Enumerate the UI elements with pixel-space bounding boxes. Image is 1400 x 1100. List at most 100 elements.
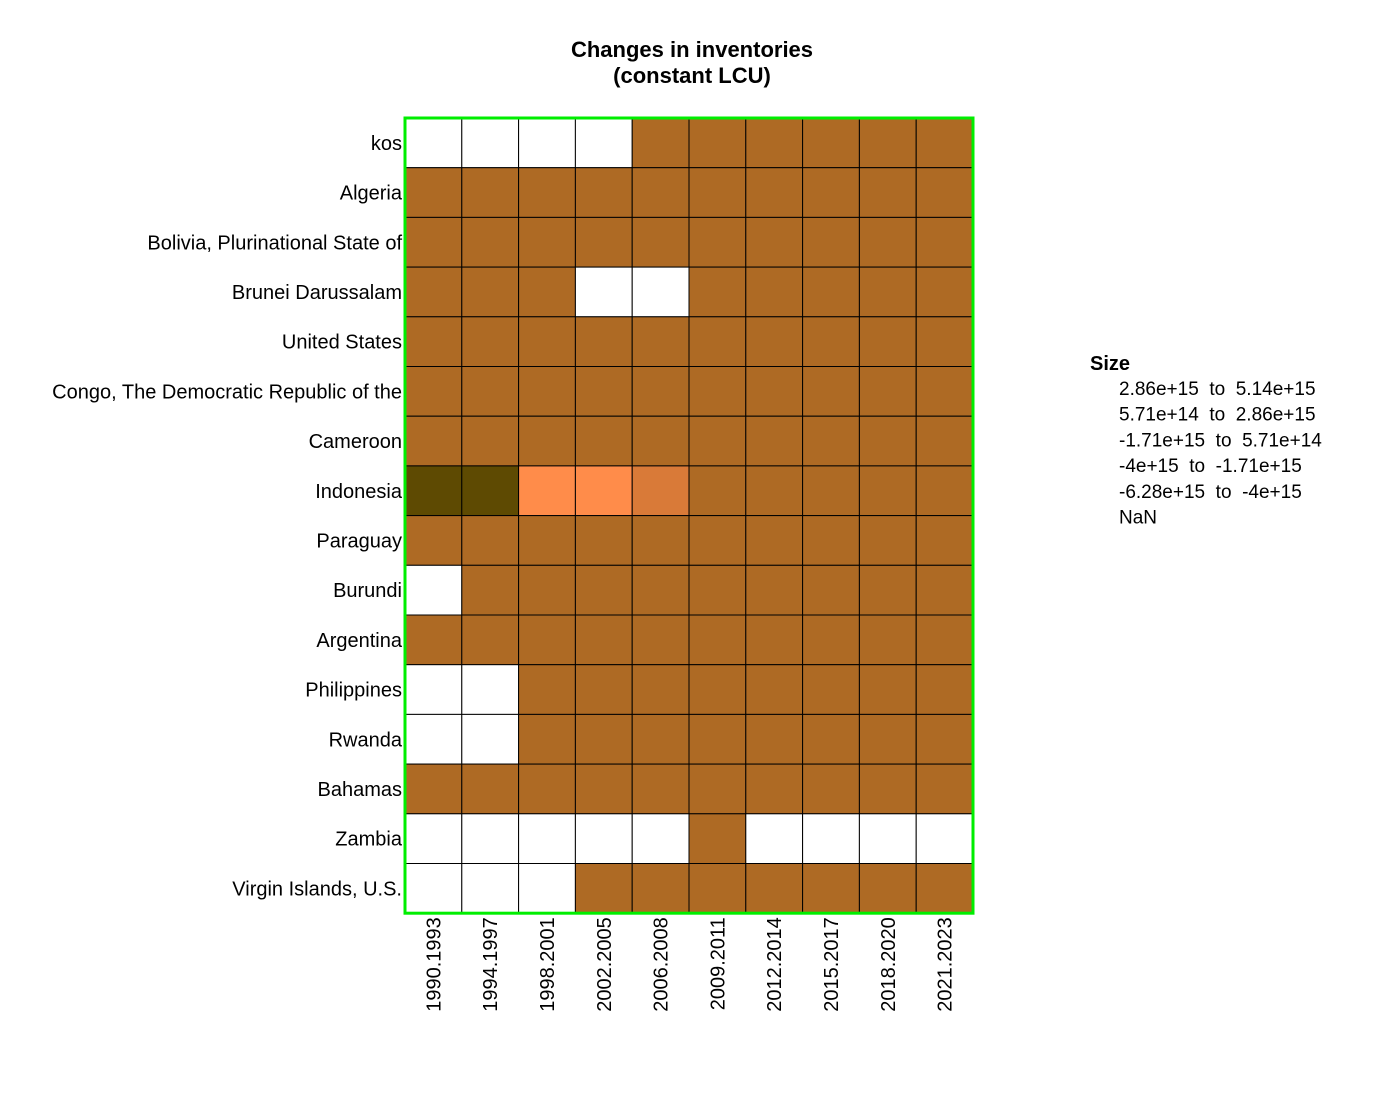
row-label: Bahamas [318, 779, 403, 801]
heatmap-cell [404, 664, 463, 715]
heatmap-cell [688, 713, 747, 765]
heatmap-cell [915, 813, 974, 864]
heatmap-cell [858, 564, 917, 616]
heatmap-cell [404, 863, 463, 914]
heatmap-cell [858, 664, 917, 715]
column-label: 2012.2014 [764, 917, 786, 1012]
column-label: 1990.1993 [423, 917, 445, 1012]
heatmap-cell [802, 117, 860, 169]
heatmap-cell [518, 664, 576, 715]
heatmap-cell [461, 813, 520, 864]
column-label: 2009.2011 [707, 917, 729, 1010]
heatmap-cell [915, 564, 974, 616]
heatmap-cell [574, 713, 633, 765]
heatmap-cell [404, 366, 463, 417]
heatmap-cell [858, 763, 917, 815]
heatmap-cell [518, 515, 576, 566]
legend-title: Size [1090, 353, 1130, 375]
heatmap-cell [461, 316, 520, 367]
heatmap-cell [802, 863, 860, 914]
heatmap-cell [688, 664, 747, 715]
heatmap-cell [745, 863, 804, 914]
legend-entry: NaN [1119, 508, 1157, 529]
heatmap-cell [631, 117, 690, 169]
heatmap-cell [745, 564, 804, 616]
heatmap-cell [574, 266, 633, 318]
heatmap-cell [745, 614, 804, 666]
heatmap-cell [631, 713, 690, 765]
heatmap-cell [574, 664, 633, 715]
heatmap-cell [461, 564, 520, 616]
heatmap-cell [461, 863, 520, 914]
heatmap-cell [631, 216, 690, 268]
heatmap-cell [574, 515, 633, 566]
row-label: Zambia [335, 829, 403, 851]
heatmap-cell [574, 366, 633, 417]
heatmap-cell [404, 515, 463, 566]
heatmap-cell [915, 763, 974, 815]
row-label: Argentina [316, 630, 402, 652]
heatmap-cell [404, 316, 463, 367]
heatmap-cell [631, 564, 690, 616]
heatmap-cell [858, 614, 917, 666]
heatmap-cell [518, 266, 576, 318]
heatmap-cell [688, 564, 747, 616]
heatmap-cell [745, 465, 804, 517]
heatmap-cell [404, 564, 463, 616]
heatmap-cell [518, 813, 576, 864]
heatmap-cell [745, 366, 804, 417]
heatmap-cell [688, 117, 747, 169]
heatmap-cell [688, 813, 747, 864]
heatmap-cell [404, 216, 463, 268]
heatmap-cell [858, 266, 917, 318]
heatmap-cell [461, 167, 520, 218]
heatmap-cell [574, 863, 633, 914]
row-labels: kos Algeria Bolivia, Plurinational State o… [52, 133, 403, 900]
heatmap-cell [631, 415, 690, 467]
heatmap-cell [518, 614, 576, 666]
heatmap-cell [915, 863, 974, 914]
heatmap-cell [518, 713, 576, 765]
heatmap-cell [745, 167, 804, 218]
row-label: Virgin Islands, U.S. [232, 878, 402, 900]
heatmap-cell [688, 316, 747, 367]
column-label: 2006.2008 [651, 917, 673, 1012]
heatmap-cell [404, 415, 463, 467]
heatmap-cell [802, 564, 860, 616]
column-label: 2002.2005 [594, 917, 616, 1012]
heatmap-cell [518, 415, 576, 467]
heatmap-cell [688, 515, 747, 566]
heatmap-cell [688, 167, 747, 218]
heatmap-cell [574, 316, 633, 367]
column-label: 2018.2020 [878, 917, 900, 1012]
heatmap-cell [745, 763, 804, 815]
heatmap-cell [858, 713, 917, 765]
heatmap-cell [574, 216, 633, 268]
row-label: Burundi [333, 580, 402, 602]
heatmap-cell [518, 465, 576, 517]
row-label: Bolivia, Plurinational State of [147, 232, 402, 254]
heatmap-cell [858, 366, 917, 417]
row-label: kos [371, 133, 402, 155]
heatmap-cell [688, 216, 747, 268]
heatmap-cell [915, 266, 974, 318]
heatmap-cell [461, 216, 520, 268]
heatmap-cell [915, 366, 974, 417]
heatmap-cell [858, 465, 917, 517]
row-label: United States [282, 332, 402, 354]
column-label: 1994.1997 [480, 917, 502, 1012]
heatmap-cell [631, 614, 690, 666]
heatmap-cell [688, 614, 747, 666]
heatmap-cell [745, 117, 804, 169]
heatmap-cell [404, 813, 463, 864]
heatmap-cell [518, 117, 576, 169]
heatmap-cell [518, 316, 576, 367]
chart-title-line-2: (constant LCU) [613, 63, 771, 88]
heatmap-cell [461, 664, 520, 715]
heatmap-cell [518, 216, 576, 268]
heatmap-cell [688, 863, 747, 914]
heatmap-cell [802, 415, 860, 467]
heatmap-cell [802, 266, 860, 318]
column-label: 2021.2023 [935, 917, 957, 1012]
